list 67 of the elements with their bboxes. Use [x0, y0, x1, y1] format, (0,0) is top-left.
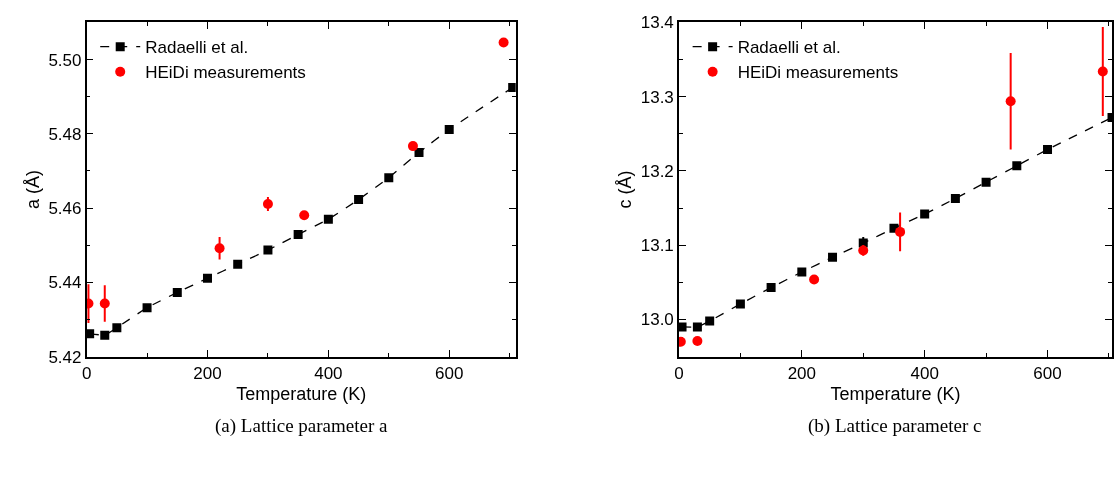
- point: [299, 210, 310, 221]
- point: [1043, 144, 1053, 154]
- point: [766, 283, 776, 293]
- y-tick-label: 13.0: [640, 310, 674, 330]
- x-tick-label: 600: [1033, 363, 1062, 383]
- point: [142, 303, 152, 313]
- point: [508, 82, 516, 92]
- point: [414, 147, 424, 157]
- x-tick-label: 200: [787, 363, 816, 383]
- y-tick-label: 13.3: [640, 87, 674, 107]
- point: [1012, 161, 1022, 171]
- y-tick-label: 5.50: [48, 50, 82, 70]
- legend-label: Radaelli et al.: [737, 38, 841, 58]
- y-tick-label: 5.44: [48, 273, 82, 293]
- point: [678, 322, 687, 332]
- point: [407, 141, 418, 152]
- point: [293, 230, 303, 239]
- text: (a) Lattice parameter a: [215, 415, 389, 437]
- point: [233, 259, 243, 269]
- x-tick-label: 400: [314, 363, 343, 383]
- point: [920, 209, 930, 219]
- y-tick-label: 13.4: [640, 13, 674, 33]
- point: [263, 245, 273, 255]
- point: [112, 323, 122, 333]
- point: [86, 329, 95, 339]
- point: [354, 195, 364, 205]
- point: [692, 336, 703, 347]
- point: [809, 274, 820, 285]
- point: [1097, 66, 1108, 77]
- point: [858, 245, 869, 256]
- point: [202, 273, 212, 283]
- x-tick-label: 0: [81, 363, 92, 383]
- x-tick-label: 200: [193, 363, 222, 383]
- point: [99, 298, 110, 309]
- point: [828, 252, 838, 262]
- legend-label: HEiDi measurements: [145, 63, 306, 83]
- x-tick-label: 400: [910, 363, 939, 383]
- point: [895, 226, 906, 237]
- y-tick-label: 5.46: [48, 199, 82, 219]
- point: [692, 322, 702, 332]
- point: [498, 37, 509, 48]
- legend-label: Radaelli et al.: [145, 38, 249, 58]
- point: [214, 243, 225, 254]
- point: [100, 330, 110, 340]
- point: [705, 316, 715, 326]
- point: [1005, 96, 1016, 107]
- y-axis-title: a (Å): [23, 170, 44, 210]
- point: [384, 173, 394, 183]
- point: [172, 287, 182, 297]
- text: (b) Lattice parameter c: [808, 415, 982, 437]
- y-axis-title: c (Å): [615, 170, 636, 209]
- y-tick-label: 5.42: [48, 347, 82, 367]
- y-tick-label: 5.48: [48, 124, 82, 144]
- x-axis-title: Temperature (K): [830, 384, 961, 405]
- x-tick-label: 0: [674, 363, 684, 383]
- point: [981, 177, 991, 187]
- point: [735, 299, 745, 309]
- legend-label: HEiDi measurements: [737, 63, 899, 83]
- y-tick-label: 13.1: [640, 236, 674, 256]
- x-axis-title: Temperature (K): [236, 384, 367, 405]
- point: [950, 193, 960, 203]
- point: [323, 214, 333, 224]
- y-tick-label: 13.2: [640, 161, 674, 181]
- point: [262, 199, 273, 210]
- point: [797, 267, 807, 277]
- point: [444, 124, 454, 134]
- x-tick-label: 600: [435, 363, 464, 383]
